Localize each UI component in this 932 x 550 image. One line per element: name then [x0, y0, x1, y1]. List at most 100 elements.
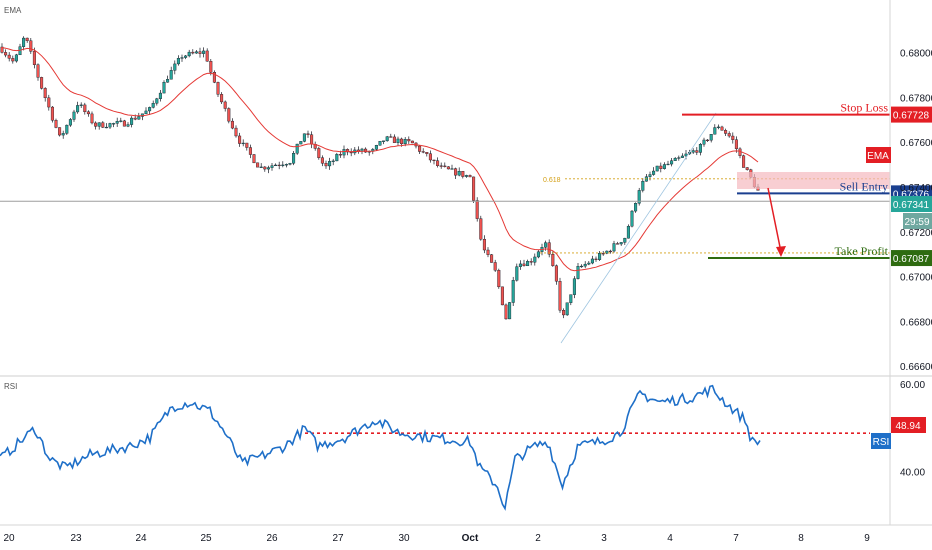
candle	[266, 165, 270, 174]
candle	[497, 268, 501, 289]
candle	[457, 167, 461, 177]
candle	[673, 156, 677, 161]
time-tick-label: 4	[667, 533, 673, 544]
candle	[11, 55, 15, 64]
candle	[691, 148, 695, 154]
candle	[7, 52, 11, 62]
candle	[439, 162, 443, 169]
candle	[634, 202, 638, 213]
projection-arrow	[767, 187, 786, 257]
candle	[126, 122, 130, 128]
candle	[565, 302, 569, 316]
candle	[490, 253, 494, 263]
candle	[382, 140, 386, 145]
candle	[418, 145, 422, 154]
time-tick-label: 23	[70, 533, 82, 544]
candle	[472, 176, 476, 204]
candle	[72, 109, 76, 122]
candle	[65, 124, 69, 136]
candle	[526, 259, 530, 267]
candle	[670, 157, 674, 167]
candle	[130, 116, 134, 128]
candle	[166, 75, 170, 83]
candle	[320, 155, 324, 167]
candle	[241, 139, 245, 147]
candle	[504, 303, 508, 320]
time-tick-label: 27	[332, 533, 344, 544]
candle	[252, 153, 256, 164]
candle	[536, 249, 540, 259]
candle	[90, 111, 94, 125]
trade-level-badge	[891, 250, 932, 267]
rsi-badge	[871, 433, 891, 449]
candle	[731, 132, 735, 144]
candle	[22, 36, 26, 51]
ema-line	[1, 47, 759, 272]
candle	[223, 100, 227, 112]
candle	[590, 255, 594, 265]
candle	[396, 136, 400, 146]
candle	[112, 122, 116, 128]
candle	[698, 142, 702, 156]
candle	[608, 249, 612, 254]
candle	[594, 256, 598, 262]
candle	[54, 118, 58, 129]
candle	[108, 122, 112, 129]
candle	[29, 38, 33, 54]
candle	[317, 146, 321, 160]
candle	[529, 258, 533, 266]
candle	[630, 209, 634, 228]
ema-badge	[866, 147, 891, 163]
candle	[94, 121, 98, 130]
candle	[511, 276, 515, 306]
candle	[191, 49, 195, 55]
candle	[572, 276, 576, 299]
candle	[68, 117, 72, 127]
candle	[324, 160, 328, 169]
rsi-value-badge	[891, 417, 926, 433]
rsi-tick-label: 60.00	[900, 380, 925, 391]
candle	[79, 102, 83, 108]
candle	[328, 157, 332, 170]
candle	[299, 141, 303, 145]
candle	[187, 49, 191, 58]
candle	[680, 153, 684, 158]
time-tick-label: 25	[200, 533, 212, 544]
candle	[558, 277, 562, 313]
trade-level-badge-text: 0.67376	[893, 189, 930, 200]
trade-level-label: Sell Entry	[840, 179, 888, 193]
candle	[137, 112, 141, 120]
candle	[86, 110, 90, 117]
candle	[115, 117, 119, 127]
candle	[378, 141, 382, 146]
candle	[547, 239, 551, 258]
candle	[446, 166, 450, 170]
trade-level-badge-text: 0.67087	[893, 254, 930, 265]
candle	[184, 54, 188, 60]
candle	[659, 162, 663, 173]
candle	[666, 160, 670, 166]
candle	[40, 76, 44, 90]
candle	[637, 187, 641, 206]
candle	[601, 250, 605, 256]
candle	[256, 162, 260, 168]
candle	[619, 242, 623, 246]
candle	[454, 167, 458, 179]
candle	[662, 162, 666, 170]
candle	[464, 174, 468, 178]
current-price-badge-text: 0.67341	[893, 200, 930, 211]
candle	[677, 155, 681, 161]
candle	[720, 125, 724, 131]
candle	[61, 130, 65, 139]
candle	[443, 162, 447, 168]
ema-badge-text: EMA	[867, 151, 889, 162]
candle	[482, 235, 486, 254]
time-tick-label: 7	[733, 533, 739, 544]
time-tick-label: 30	[398, 533, 410, 544]
candle	[515, 263, 519, 282]
